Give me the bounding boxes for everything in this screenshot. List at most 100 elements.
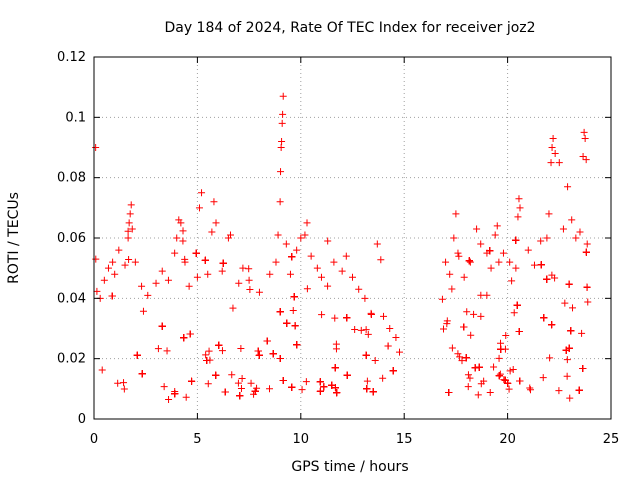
data-point (355, 285, 363, 293)
data-point (290, 293, 298, 301)
data-point (274, 231, 282, 239)
data-point (539, 374, 547, 382)
data-point (448, 344, 456, 352)
data-point (583, 240, 591, 248)
data-point (212, 219, 220, 227)
data-point (279, 110, 287, 118)
data-point (495, 354, 503, 362)
data-point (221, 388, 229, 396)
data-point (318, 311, 326, 319)
data-point (579, 364, 587, 372)
data-point (454, 249, 462, 257)
y-tick-label: 0.08 (57, 171, 86, 186)
data-point (367, 310, 375, 318)
data-point (179, 227, 187, 235)
data-point (565, 280, 573, 288)
data-point (303, 219, 311, 227)
data-point (483, 291, 491, 299)
data-point (572, 234, 580, 242)
data-point (561, 299, 569, 307)
grid-lines (94, 57, 611, 419)
data-point (450, 234, 458, 242)
data-point (278, 137, 286, 145)
data-point (255, 351, 263, 359)
data-point (516, 204, 524, 212)
data-point (109, 258, 117, 266)
data-point (438, 295, 446, 303)
data-point (239, 264, 247, 272)
data-point (158, 267, 166, 275)
data-point (470, 310, 478, 318)
data-point (373, 240, 381, 248)
data-point (513, 301, 521, 309)
data-point (543, 275, 551, 283)
axis-ticks (93, 56, 612, 420)
data-point (512, 236, 520, 244)
data-point (177, 219, 185, 227)
data-point (125, 219, 133, 227)
data-point (506, 258, 514, 266)
data-point (369, 388, 377, 396)
data-point (583, 283, 591, 291)
data-point (192, 249, 200, 257)
data-point (218, 267, 226, 275)
data-point (205, 347, 213, 355)
data-point (501, 376, 509, 384)
data-point (324, 282, 332, 290)
data-point (493, 222, 501, 230)
data-point (297, 234, 305, 242)
data-point (379, 374, 387, 382)
data-point (238, 375, 246, 382)
data-point (234, 379, 242, 387)
data-point (440, 325, 448, 333)
data-point (158, 322, 166, 330)
data-point (317, 273, 325, 281)
data-point (361, 294, 369, 302)
x-tick-label: 15 (396, 432, 413, 447)
y-tick-label: 0.04 (57, 291, 86, 306)
data-point (497, 339, 505, 347)
data-point (545, 210, 553, 218)
data-point (289, 307, 297, 315)
data-point (316, 378, 324, 386)
data-point (490, 363, 498, 371)
data-point (548, 271, 556, 279)
data-point (540, 314, 548, 322)
data-point (277, 168, 285, 176)
data-point (349, 273, 356, 281)
data-point (182, 393, 190, 401)
data-point (324, 237, 332, 245)
axis-tick-labels: 0 5 10 15 20 25 0 0.02 0.04 0.06 0.08 0.1 0.12 (57, 50, 619, 447)
data-point (208, 228, 216, 236)
data-point (245, 276, 253, 284)
data-point (509, 366, 517, 374)
chart-title: Day 184 of 2024, Rate Of TEC Index for r… (164, 20, 535, 36)
data-point (195, 204, 203, 212)
data-point (343, 371, 351, 379)
data-point (543, 234, 551, 242)
data-point (108, 292, 116, 300)
data-point (343, 314, 351, 322)
data-point (458, 357, 466, 365)
data-point (389, 367, 397, 375)
data-point (475, 363, 483, 371)
data-point (331, 364, 339, 372)
data-point (559, 225, 567, 233)
data-point (163, 347, 171, 355)
data-point (124, 227, 132, 235)
data-point (452, 210, 460, 218)
data-point (578, 329, 586, 337)
data-point (293, 341, 301, 349)
data-point (502, 332, 510, 340)
data-point (266, 270, 274, 278)
data-point (548, 144, 556, 151)
data-point (133, 351, 141, 359)
data-point (445, 389, 453, 397)
data-point (152, 279, 160, 287)
data-point (263, 337, 271, 345)
data-point (303, 285, 311, 293)
data-point (164, 276, 172, 284)
data-point (460, 273, 468, 281)
data-point (486, 247, 494, 255)
data-point (551, 150, 559, 158)
